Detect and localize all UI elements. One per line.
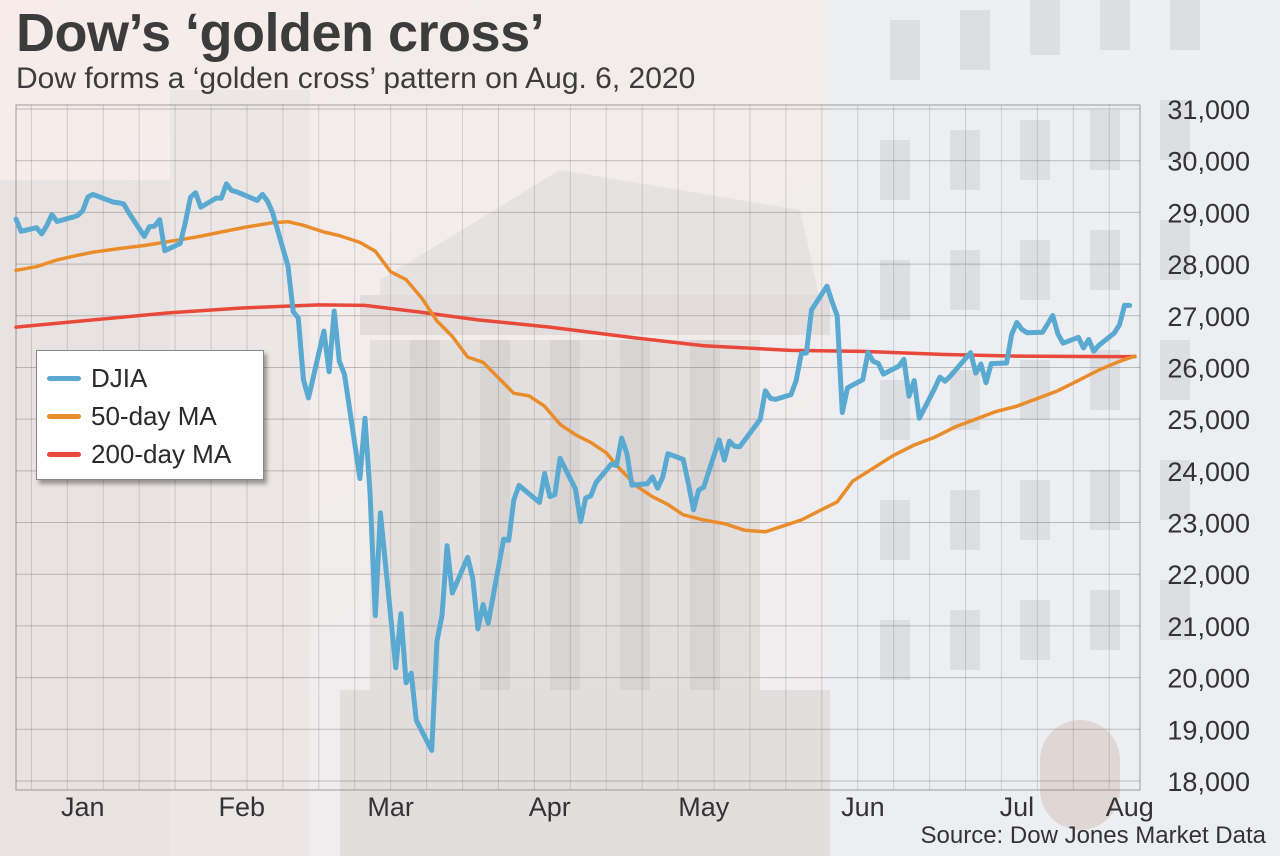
series-line-200-day-ma [14, 303, 1137, 359]
y-tick-label: 30,000 [1167, 147, 1250, 177]
x-axis-ticks: Jan Feb Mar Apr May Jun Jul Aug [61, 792, 1154, 822]
chart-title: Dow’s ‘golden cross’ [16, 3, 545, 63]
x-tick-label: Mar [367, 792, 414, 822]
legend-item-50-day-ma: 50-day MA [47, 397, 253, 435]
legend-label-200-day-ma: 200-day MA [91, 438, 232, 469]
y-tick-label: 18,000 [1167, 767, 1250, 797]
legend-item-200-day-ma: 200-day MA [47, 435, 253, 473]
y-tick-label: 25,000 [1167, 405, 1250, 435]
y-tick-label: 19,000 [1167, 715, 1250, 745]
legend-swatch-djia [47, 375, 81, 381]
legend-label-50-day-ma: 50-day MA [91, 400, 217, 431]
y-tick-label: 26,000 [1167, 353, 1250, 383]
y-tick-label: 27,000 [1167, 302, 1250, 332]
legend-label-djia: DJIA [91, 362, 148, 393]
source-note: Source: Dow Jones Market Data [920, 822, 1266, 849]
x-tick-label: Aug [1106, 792, 1154, 822]
plot-frame [15, 104, 1141, 791]
x-tick-label: May [678, 792, 730, 822]
y-tick-label: 21,000 [1167, 612, 1250, 642]
x-tick-label: Apr [529, 792, 571, 822]
y-tick-label: 22,000 [1167, 560, 1250, 590]
chart-subtitle: Dow forms a ‘golden cross’ pattern on Au… [16, 62, 696, 95]
legend-swatch-200-day-ma [47, 451, 81, 457]
legend-item-djia: DJIA [47, 359, 253, 397]
y-tick-label: 23,000 [1167, 509, 1250, 539]
x-tick-label: Jul [1000, 792, 1035, 822]
chart-series [13, 181, 1137, 753]
series-line-50-day-ma [14, 219, 1137, 534]
y-tick-label: 24,000 [1167, 457, 1250, 487]
y-tick-label: 29,000 [1167, 198, 1250, 228]
series-line-djia [13, 181, 1133, 753]
x-tick-label: Jun [841, 792, 885, 822]
y-tick-label: 20,000 [1167, 664, 1250, 694]
legend-swatch-50-day-ma [47, 413, 81, 419]
legend: DJIA 50-day MA 200-day MA [36, 350, 264, 480]
x-tick-label: Jan [61, 792, 105, 822]
x-tick-label: Feb [219, 792, 266, 822]
y-axis-ticks: 18,000 19,000 20,000 21,000 22,000 23,000 24,0… [1167, 95, 1250, 797]
y-tick-label: 31,000 [1167, 95, 1250, 125]
chart-grid [15, 104, 1141, 791]
y-tick-label: 28,000 [1167, 250, 1250, 280]
